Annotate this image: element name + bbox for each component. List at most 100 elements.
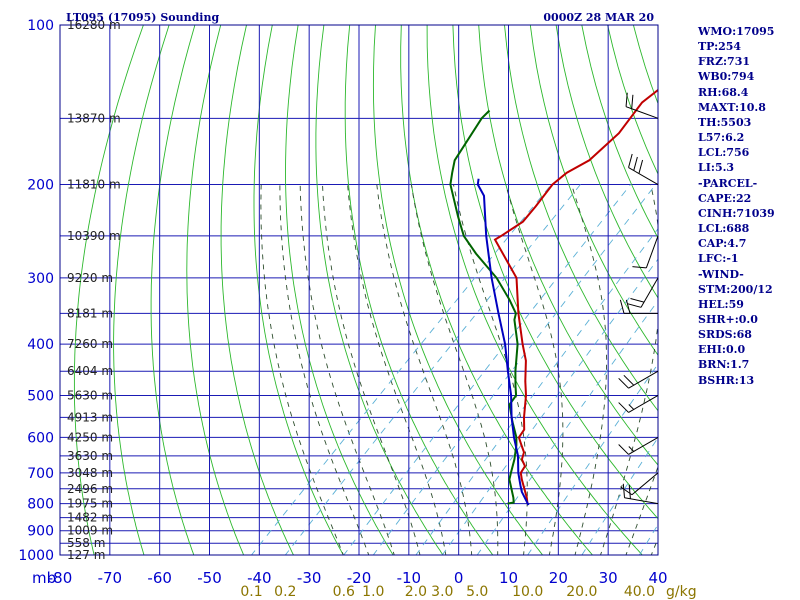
height-label: 127 m <box>67 548 105 562</box>
index-item: LFC:-1 <box>698 252 739 266</box>
mixing-ratio-label: 0.2 <box>274 584 296 600</box>
temperature-tick-label: -70 <box>98 569 123 587</box>
index-item: CINH:71039 <box>698 206 775 220</box>
plot-frame <box>59 24 659 556</box>
wind-barb <box>627 277 659 308</box>
wind-barb-flag <box>618 444 629 455</box>
height-label: 1482 m <box>67 511 113 525</box>
mixing-ratio-line <box>284 184 581 555</box>
dry-adiabat <box>285 25 394 555</box>
wind-barb-flag <box>633 156 638 171</box>
wind-barb-staff <box>628 167 659 185</box>
index-item: RH:68.4 <box>698 85 749 99</box>
mixing-ratio-label: 3.0 <box>431 584 453 600</box>
wind-barb <box>618 395 659 413</box>
dry-adiabat <box>344 25 494 555</box>
index-item: STM:200/12 <box>698 282 773 296</box>
dry-adiabat <box>220 25 294 555</box>
wind-barb-flag <box>622 483 626 498</box>
pressure-tick-label: 900 <box>27 524 54 540</box>
wind-barb-staff <box>640 277 659 308</box>
wind-barb-flag <box>628 404 635 410</box>
index-item: SHR+:0.0 <box>698 312 758 326</box>
wind-barb <box>620 472 659 496</box>
temperature-tick-label: -20 <box>347 569 372 587</box>
mixing-ratio-unit: g/kg <box>666 584 697 600</box>
height-label: 558 m <box>67 536 105 550</box>
wind-barb-flag <box>627 303 642 308</box>
mixing-ratio-line <box>527 363 658 555</box>
dry-adiabat <box>778 1 800 567</box>
height-label: 8181 m <box>67 306 113 320</box>
pressure-tick-label: 600 <box>27 430 54 446</box>
wind-barb <box>628 153 659 185</box>
mixing-ratio-label: 40.0 <box>624 584 655 600</box>
dry-adiabat <box>73 25 144 555</box>
wind-barb-flag <box>628 153 633 168</box>
moist-adiabat <box>571 184 608 555</box>
index-item: LI:5.3 <box>698 161 735 175</box>
pressure-tick-label: 300 <box>27 271 54 287</box>
moist-adiabat <box>376 184 473 555</box>
pressure-tick-label: 200 <box>27 178 54 194</box>
index-item: MAXT:10.8 <box>698 100 766 114</box>
wind-barb-flag <box>625 92 628 107</box>
wind-barb <box>622 483 659 505</box>
wind-barb-flag <box>628 446 635 452</box>
index-item: WMO:17095 <box>698 25 775 38</box>
index-item: -WIND- <box>698 267 744 281</box>
indices-panel: WMO:17095 TP:254 FRZ:731 WB0:794 RH:68.4 MAXT… <box>698 24 775 388</box>
height-label: 9220 m <box>67 271 113 285</box>
temperature-tick-label: -40 <box>247 569 272 587</box>
pressure-tick-label: 500 <box>27 388 54 404</box>
index-item: LCL:688 <box>698 222 750 236</box>
temperature-profile-line <box>493 88 658 504</box>
wind-barb-flag <box>631 94 634 109</box>
index-item: HEL:59 <box>698 297 744 311</box>
height-label: 5630 m <box>67 388 113 402</box>
dry-adiabat <box>253 25 344 555</box>
wind-barb-staff <box>631 472 659 496</box>
wind-barb-flag <box>628 484 631 499</box>
wind-barb-flag <box>625 299 631 314</box>
mixing-ratio-label: 0.6 <box>333 584 355 600</box>
dry-adiabat <box>400 25 594 555</box>
temperature-axis-prefix: mb <box>32 569 56 587</box>
dewpoint-profile-line <box>449 109 519 505</box>
wind-barb <box>618 436 659 455</box>
wind-barb-flag <box>618 402 629 413</box>
dry-adiabat <box>150 25 196 555</box>
index-item: FRZ:731 <box>698 55 751 69</box>
height-label: 1975 m <box>67 497 113 511</box>
wind-barb-flag <box>618 377 629 389</box>
index-item: BRN:1.7 <box>698 358 750 372</box>
temperature-tick-label: 20 <box>549 569 568 587</box>
temperature-tick-label: 40 <box>648 569 667 587</box>
height-label: 3048 m <box>67 466 113 480</box>
temperature-tick-label: 0 <box>454 569 464 587</box>
wind-barb-staff <box>628 436 659 455</box>
mixing-ratio-label: 20.0 <box>566 584 597 600</box>
index-item: TH:5503 <box>698 115 752 129</box>
dry-adiabat <box>315 25 444 555</box>
dry-adiabat <box>555 25 658 299</box>
height-label: 10390 m <box>67 229 121 243</box>
height-label: 7260 m <box>67 337 113 351</box>
mixing-ratio-line <box>250 184 552 555</box>
wind-barb-flag <box>632 266 647 269</box>
pressure-tick-label: 100 <box>27 18 54 34</box>
wind-barb-flag <box>623 374 635 386</box>
index-item: CAP:4.7 <box>698 237 747 251</box>
dry-adiabat <box>186 25 245 555</box>
wind-barb-staff <box>624 497 659 505</box>
wind-barb <box>625 92 659 119</box>
wind-barb-flag <box>630 298 645 303</box>
pressure-tick-label: 400 <box>27 337 54 353</box>
mixing-ratio-line <box>372 184 657 555</box>
dry-adiabat <box>113 25 170 555</box>
mixing-ratio-line <box>343 184 631 555</box>
wind-barb <box>619 299 658 314</box>
height-label: 3630 m <box>67 449 113 463</box>
wind-barb-staff <box>628 370 659 389</box>
